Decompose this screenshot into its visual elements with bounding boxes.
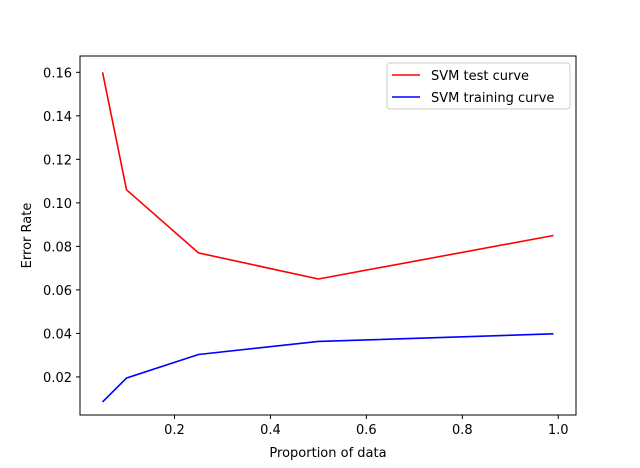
- y-tick-label: 0.04: [43, 327, 72, 342]
- y-tick-label: 0.16: [43, 66, 72, 81]
- y-tick-label: 0.08: [43, 240, 72, 255]
- y-tick-label: 0.06: [43, 284, 72, 299]
- legend-label: SVM test curve: [431, 69, 529, 84]
- x-tick-label: 0.4: [260, 423, 281, 438]
- legend-label: SVM training curve: [431, 91, 554, 106]
- x-tick-label: 0.8: [452, 423, 473, 438]
- legend-box: [386, 62, 571, 110]
- legend: SVM test curve SVM training curve: [386, 62, 571, 110]
- x-tick-label: 1.0: [548, 423, 569, 438]
- y-tick-label: 0.02: [43, 371, 72, 386]
- x-tick-label: 0.6: [356, 423, 377, 438]
- y-axis-ticks: 0.02 0.04 0.06 0.08 0.10 0.12 0.14 0.16: [43, 66, 80, 386]
- y-axis-label: Error Rate: [20, 203, 35, 269]
- x-axis-ticks: 0.2 0.4 0.6 0.8 1.0: [164, 415, 569, 438]
- series-layer: [101, 72, 554, 403]
- axes-frame: [79, 55, 577, 416]
- y-tick-label: 0.14: [43, 110, 72, 125]
- y-tick-label: 0.10: [43, 197, 72, 212]
- x-axis-label: Proportion of data: [269, 446, 386, 461]
- series-line-1: [101, 333, 554, 403]
- x-tick-label: 0.2: [164, 423, 185, 438]
- series-line-0: [101, 72, 554, 280]
- y-tick-label: 0.12: [43, 153, 72, 168]
